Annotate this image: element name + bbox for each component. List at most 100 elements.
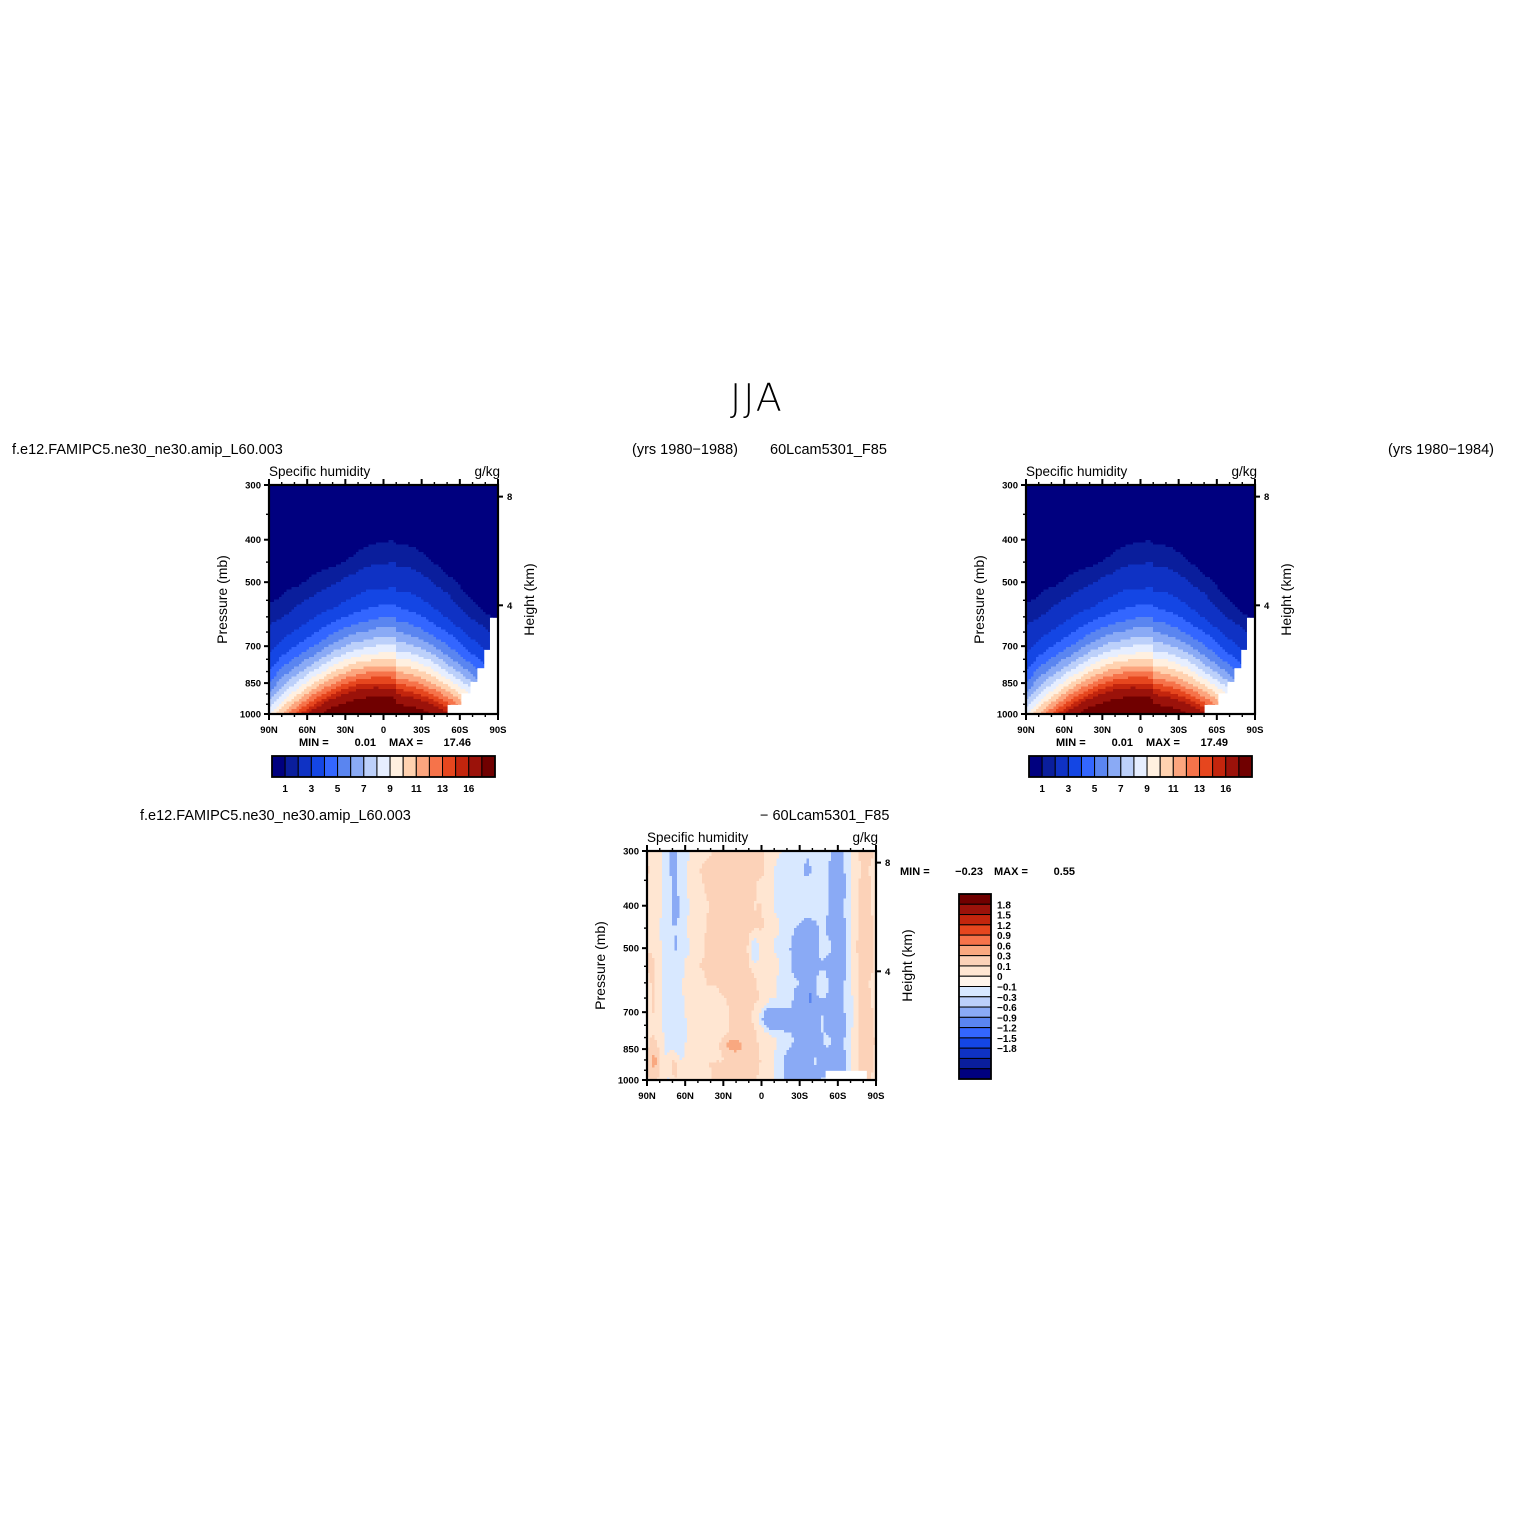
field-cell: [465, 549, 469, 553]
field-cell: [358, 507, 362, 511]
field-cell: [413, 522, 417, 526]
field-cell: [490, 557, 494, 561]
field-cell: [269, 544, 273, 548]
field-cell: [381, 539, 385, 543]
field-cell: [358, 552, 362, 556]
field-cell: [323, 542, 327, 546]
field-cell: [475, 512, 479, 516]
field-cell: [291, 547, 295, 551]
field-cell: [395, 574, 400, 578]
field-cell: [398, 567, 402, 571]
field-cell: [291, 539, 295, 543]
field-cell: [368, 522, 372, 526]
field-cell: [468, 527, 472, 531]
field-cell: [398, 514, 402, 518]
field-cell: [311, 519, 315, 523]
field-cell: [388, 559, 392, 563]
field-cell: [425, 557, 429, 561]
field-cell: [478, 547, 482, 551]
field-cell: [438, 552, 442, 556]
field-cell: [450, 509, 454, 513]
field-cell: [361, 519, 365, 523]
field-cell: [465, 534, 469, 538]
field-cell: [423, 557, 427, 561]
field-cell: [420, 509, 424, 513]
field-cell: [326, 504, 330, 508]
field-cell: [405, 507, 409, 511]
field-cell: [371, 567, 375, 571]
field-cell: [405, 489, 409, 494]
field-cell: [283, 572, 288, 576]
field-cell: [286, 572, 290, 576]
field-cell: [448, 567, 452, 571]
field-cell: [281, 502, 285, 506]
field-cell: [331, 527, 335, 531]
field-cell: [403, 544, 407, 548]
field-cell: [450, 512, 454, 516]
field-cell: [463, 487, 467, 491]
field-cell: [465, 527, 469, 531]
field-cell: [488, 489, 492, 494]
field-cell: [348, 487, 352, 491]
field-cell: [328, 497, 332, 501]
field-cell: [306, 544, 310, 548]
field-cell: [490, 564, 494, 568]
field-cell: [373, 487, 377, 491]
field-cell: [353, 557, 357, 561]
field-cell: [470, 519, 474, 523]
field-cell: [480, 552, 484, 556]
field-cell: [291, 537, 295, 541]
field-cell: [306, 559, 310, 563]
field-cell: [423, 547, 427, 551]
field-cell: [385, 559, 390, 563]
field-cell: [273, 512, 278, 516]
field-cell: [393, 504, 397, 508]
field-cell: [308, 492, 312, 496]
field-cell: [306, 494, 310, 499]
field-cell: [403, 489, 407, 494]
field-cell: [366, 512, 370, 516]
field-cell: [485, 557, 489, 561]
field-cell: [453, 504, 457, 508]
field-cell: [445, 497, 449, 501]
field-cell: [468, 567, 472, 571]
field-cell: [490, 549, 494, 553]
field-cell: [336, 499, 340, 504]
field-cell: [415, 497, 419, 501]
field-cell: [468, 519, 472, 523]
field-cell: [311, 569, 315, 573]
field-cell: [485, 552, 489, 556]
field-cell: [465, 537, 469, 541]
field-cell: [440, 489, 444, 494]
field-cell: [438, 564, 442, 568]
field-cell: [291, 574, 295, 578]
field-cell: [493, 504, 497, 508]
field-cell: [286, 509, 290, 513]
field-cell: [353, 514, 357, 518]
field-cell: [311, 524, 315, 528]
field-cell: [440, 547, 444, 551]
field-cell: [488, 494, 492, 499]
field-cell: [403, 487, 407, 491]
field-cell: [388, 564, 392, 568]
field-cell: [410, 544, 414, 548]
field-cell: [278, 567, 283, 571]
field-cell: [403, 504, 407, 508]
field-cell: [296, 524, 300, 528]
field-cell: [358, 554, 362, 558]
field-cell: [273, 542, 278, 546]
field-cell: [333, 502, 337, 506]
field-cell: [460, 512, 464, 516]
field-cell: [400, 572, 405, 576]
field-cell: [273, 559, 278, 563]
field-cell: [493, 494, 497, 499]
field-cell: [368, 562, 372, 566]
field-cell: [291, 559, 295, 563]
field-cell: [463, 562, 467, 566]
field-cell: [326, 519, 330, 523]
field-cell: [278, 542, 283, 546]
field-cell: [313, 487, 317, 491]
field-cell: [293, 577, 297, 581]
field-cell: [465, 517, 469, 521]
field-cell: [458, 569, 462, 573]
